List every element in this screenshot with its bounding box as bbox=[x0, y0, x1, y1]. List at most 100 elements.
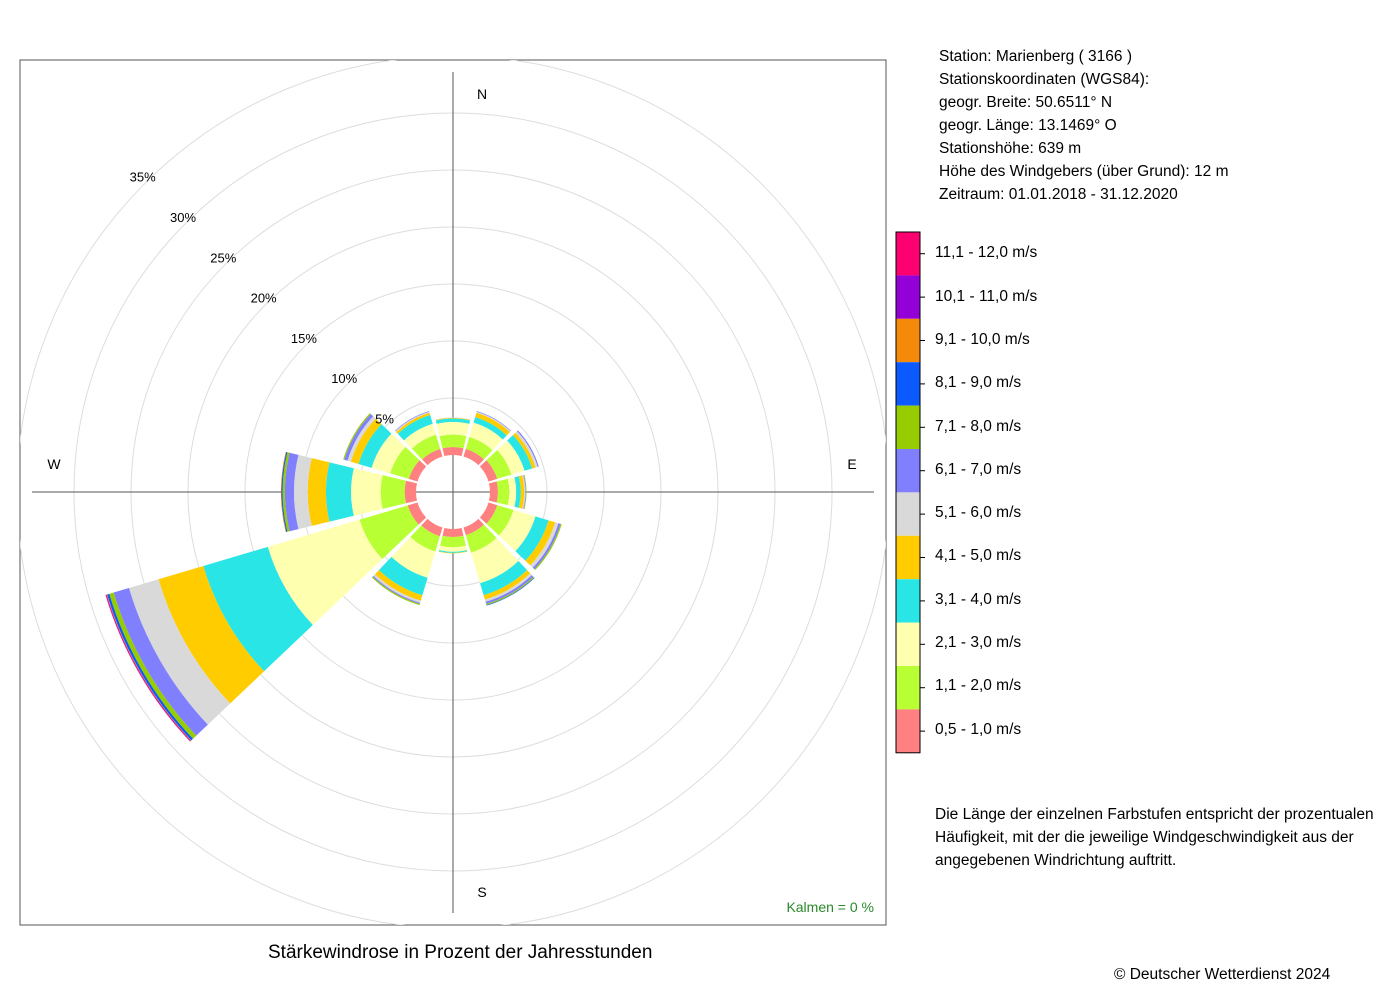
sector-240-class-2 bbox=[359, 505, 419, 560]
explanation-note: Die Länge der einzelnen Farbstufen entsp… bbox=[935, 806, 1374, 869]
ring-label-25: 25% bbox=[210, 250, 236, 265]
sector-240-class-3 bbox=[267, 519, 383, 625]
legend-swatch-3 bbox=[896, 362, 920, 406]
ring-label-30: 30% bbox=[170, 210, 196, 225]
sector-330-class-6 bbox=[395, 411, 430, 433]
sector-180-class-2 bbox=[440, 535, 466, 548]
anemometer-height: Höhe des Windgebers (über Grund): 12 m bbox=[939, 163, 1229, 180]
legend-swatch-9 bbox=[896, 622, 920, 666]
legend-label-3-4: 3,1 - 4,0 m/s bbox=[935, 591, 1022, 608]
sector-330-class-5 bbox=[396, 412, 431, 434]
station-coords-heading: Stationskoordinaten (WGS84): bbox=[939, 71, 1150, 88]
sector-90-class-8 bbox=[523, 474, 527, 510]
ring-label-5: 5% bbox=[375, 412, 394, 427]
compass-label-S: S bbox=[477, 884, 486, 900]
sector-300-class-5 bbox=[350, 418, 382, 465]
sector-210-class-2 bbox=[410, 525, 440, 552]
sector-120-class-1 bbox=[479, 502, 498, 524]
sector-90-class-3 bbox=[507, 477, 517, 507]
legend-swatch-7 bbox=[896, 535, 920, 580]
legend-label-11-12: 11,1 - 12,0 m/s bbox=[935, 244, 1038, 261]
sector-150-class-5 bbox=[483, 570, 531, 600]
sector-330-class-3 bbox=[403, 423, 437, 449]
sector-270-class-2 bbox=[380, 475, 406, 509]
chart-title: Stärkewindrose in Prozent der Jahresstun… bbox=[268, 942, 653, 963]
legend-colorbar bbox=[895, 231, 925, 754]
sector-30-class-2 bbox=[465, 436, 493, 460]
legend-swatch-6 bbox=[896, 492, 920, 536]
sector-30-class-6 bbox=[476, 411, 511, 433]
legend-swatch-2 bbox=[896, 318, 920, 363]
sector-270-class-1 bbox=[404, 480, 418, 504]
sector-120-class-7 bbox=[532, 523, 561, 570]
sector-300-class-1 bbox=[408, 460, 427, 482]
sector-30-class-4 bbox=[473, 417, 507, 440]
sector-90-class-1 bbox=[488, 481, 498, 503]
sector-240-class-8 bbox=[109, 592, 197, 739]
compass-label-W: W bbox=[47, 456, 61, 472]
sector-60-class-6 bbox=[515, 431, 538, 468]
sector-30-class-5 bbox=[475, 412, 510, 436]
sector-90-class-4 bbox=[514, 476, 521, 508]
legend-swatch-5 bbox=[896, 449, 920, 493]
sector-60-class-4 bbox=[507, 435, 533, 471]
sector-240-class-1 bbox=[407, 502, 427, 525]
sector-60-class-3 bbox=[497, 440, 525, 475]
sector-300-class-4 bbox=[358, 424, 392, 468]
legend-label-2-3: 2,1 - 3,0 m/s bbox=[935, 634, 1022, 651]
legend-swatch-1 bbox=[896, 275, 920, 319]
sector-120-class-2 bbox=[486, 505, 514, 536]
legend-swatch-11 bbox=[896, 709, 920, 753]
sector-300-class-6 bbox=[347, 416, 376, 462]
sector-120-class-4 bbox=[515, 516, 549, 561]
sector-240-class-4 bbox=[203, 546, 313, 672]
ring-label-20: 20% bbox=[251, 291, 277, 306]
sector-150-class-1 bbox=[463, 518, 484, 536]
sector-150-class-2 bbox=[465, 524, 497, 553]
legend-label-9-10: 9,1 - 10,0 m/s bbox=[935, 331, 1030, 348]
legend-swatch-0 bbox=[896, 232, 920, 276]
sector-90-class-5 bbox=[518, 475, 525, 509]
sector-150-class-3 bbox=[470, 537, 519, 584]
sector-330-class-2 bbox=[411, 434, 441, 460]
sector-150-class-4 bbox=[480, 561, 528, 596]
sector-210-class-6 bbox=[373, 574, 421, 603]
legend-label-8-9: 8,1 - 9,0 m/s bbox=[935, 374, 1022, 391]
sector-60-class-2 bbox=[486, 450, 512, 479]
sector-0-class-3 bbox=[436, 421, 470, 437]
sector-60-class-1 bbox=[479, 460, 498, 482]
copyright-text: © Deutscher Wetterdienst 2024 bbox=[1114, 966, 1331, 983]
calms-label: Kalmen = 0 % bbox=[786, 899, 874, 915]
station-name: Station: Marienberg ( 3166 ) bbox=[939, 48, 1132, 65]
sector-210-class-1 bbox=[421, 518, 443, 537]
ring-label-35: 35% bbox=[130, 170, 156, 185]
sector-60-class-5 bbox=[512, 432, 536, 469]
legend-swatch-4 bbox=[896, 405, 920, 449]
station-altitude: Stationshöhe: 639 m bbox=[939, 140, 1082, 157]
legend-swatch-10 bbox=[896, 666, 920, 710]
sector-90-class-7 bbox=[523, 474, 526, 510]
compass-label-N: N bbox=[477, 86, 487, 102]
legend-label-6-7: 6,1 - 7,0 m/s bbox=[935, 461, 1022, 478]
ring-label-15: 15% bbox=[291, 331, 317, 346]
sector-0-class-4 bbox=[435, 418, 471, 424]
sector-210-class-4 bbox=[378, 556, 428, 596]
sector-210-class-3 bbox=[391, 537, 436, 578]
sector-0-class-5 bbox=[435, 417, 471, 421]
legend-border bbox=[895, 231, 921, 754]
sector-270-class-9 bbox=[281, 451, 288, 533]
station-latitude: geogr. Breite: 50.6511° N bbox=[939, 94, 1113, 111]
sector-330-class-1 bbox=[422, 448, 443, 466]
sector-300-class-7 bbox=[344, 413, 374, 461]
time-period: Zeitraum: 01.01.2018 - 31.12.2020 bbox=[939, 186, 1178, 203]
sector-180-class-3 bbox=[439, 545, 467, 552]
plot-area: 5% 10% 15% 20% 25% 30% 35% N E S W bbox=[20, 60, 886, 925]
sector-240-class-7 bbox=[113, 587, 208, 736]
sector-330-class-4 bbox=[397, 414, 433, 441]
sector-0-class-1 bbox=[442, 447, 464, 457]
sector-270-class-3 bbox=[351, 468, 383, 516]
sector-90-class-2 bbox=[496, 478, 510, 506]
legend-label-1-2: 1,1 - 2,0 m/s bbox=[935, 677, 1022, 694]
sector-150-class-6 bbox=[484, 573, 532, 602]
sector-240-class-5 bbox=[158, 565, 265, 704]
